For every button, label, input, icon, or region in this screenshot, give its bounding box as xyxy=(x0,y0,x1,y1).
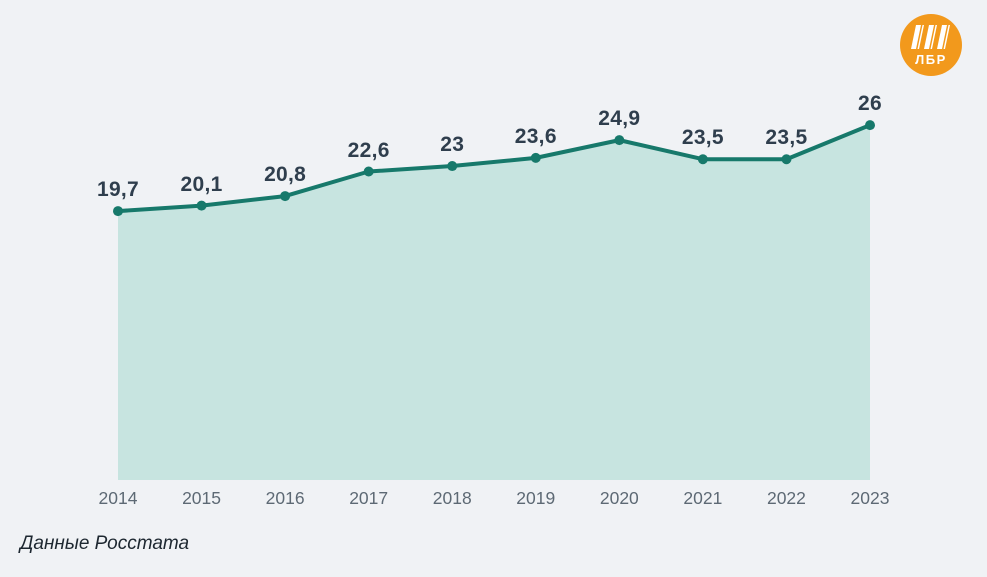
data-point xyxy=(196,200,207,211)
x-axis-tick-label: 2017 xyxy=(349,488,389,508)
data-point xyxy=(530,152,541,163)
data-point xyxy=(280,191,291,202)
data-point xyxy=(363,166,374,177)
value-label: 22,6 xyxy=(347,138,390,162)
data-point xyxy=(614,135,625,146)
trend-line xyxy=(116,123,872,214)
x-axis-tick-label: 2014 xyxy=(98,488,138,508)
x-axis-tick-label: 2023 xyxy=(850,488,890,508)
value-label: 23 xyxy=(440,133,465,157)
x-axis-tick-label: 2021 xyxy=(683,488,723,508)
lbr-logo-text: ЛБР xyxy=(915,51,947,67)
value-label: 20,1 xyxy=(180,172,223,196)
data-point xyxy=(697,154,708,165)
value-label: 23,6 xyxy=(514,124,557,148)
value-label: 23,5 xyxy=(681,126,724,150)
value-label: 20,8 xyxy=(264,163,307,187)
data-point xyxy=(781,154,792,165)
lbr-logo-stripes-icon xyxy=(911,24,950,49)
data-point xyxy=(113,206,123,217)
x-axis-tick-label: 2018 xyxy=(432,488,472,508)
x-axis-tick-label: 2019 xyxy=(516,488,556,508)
value-label: 23,5 xyxy=(765,126,808,150)
value-label: 26 xyxy=(858,92,882,116)
source-note: Данные Росстата xyxy=(20,533,190,554)
area-fill xyxy=(118,125,870,480)
value-label: 24,9 xyxy=(598,107,641,131)
x-axis-tick-label: 2015 xyxy=(182,488,222,508)
data-point xyxy=(447,161,458,172)
x-axis-tick-label: 2022 xyxy=(766,488,806,508)
x-axis-tick-label: 2016 xyxy=(265,488,305,508)
value-label: 19,7 xyxy=(96,178,140,202)
x-axis-tick-label: 2020 xyxy=(599,488,639,508)
data-point xyxy=(865,120,875,131)
lbr-logo: ЛБР xyxy=(900,14,962,76)
